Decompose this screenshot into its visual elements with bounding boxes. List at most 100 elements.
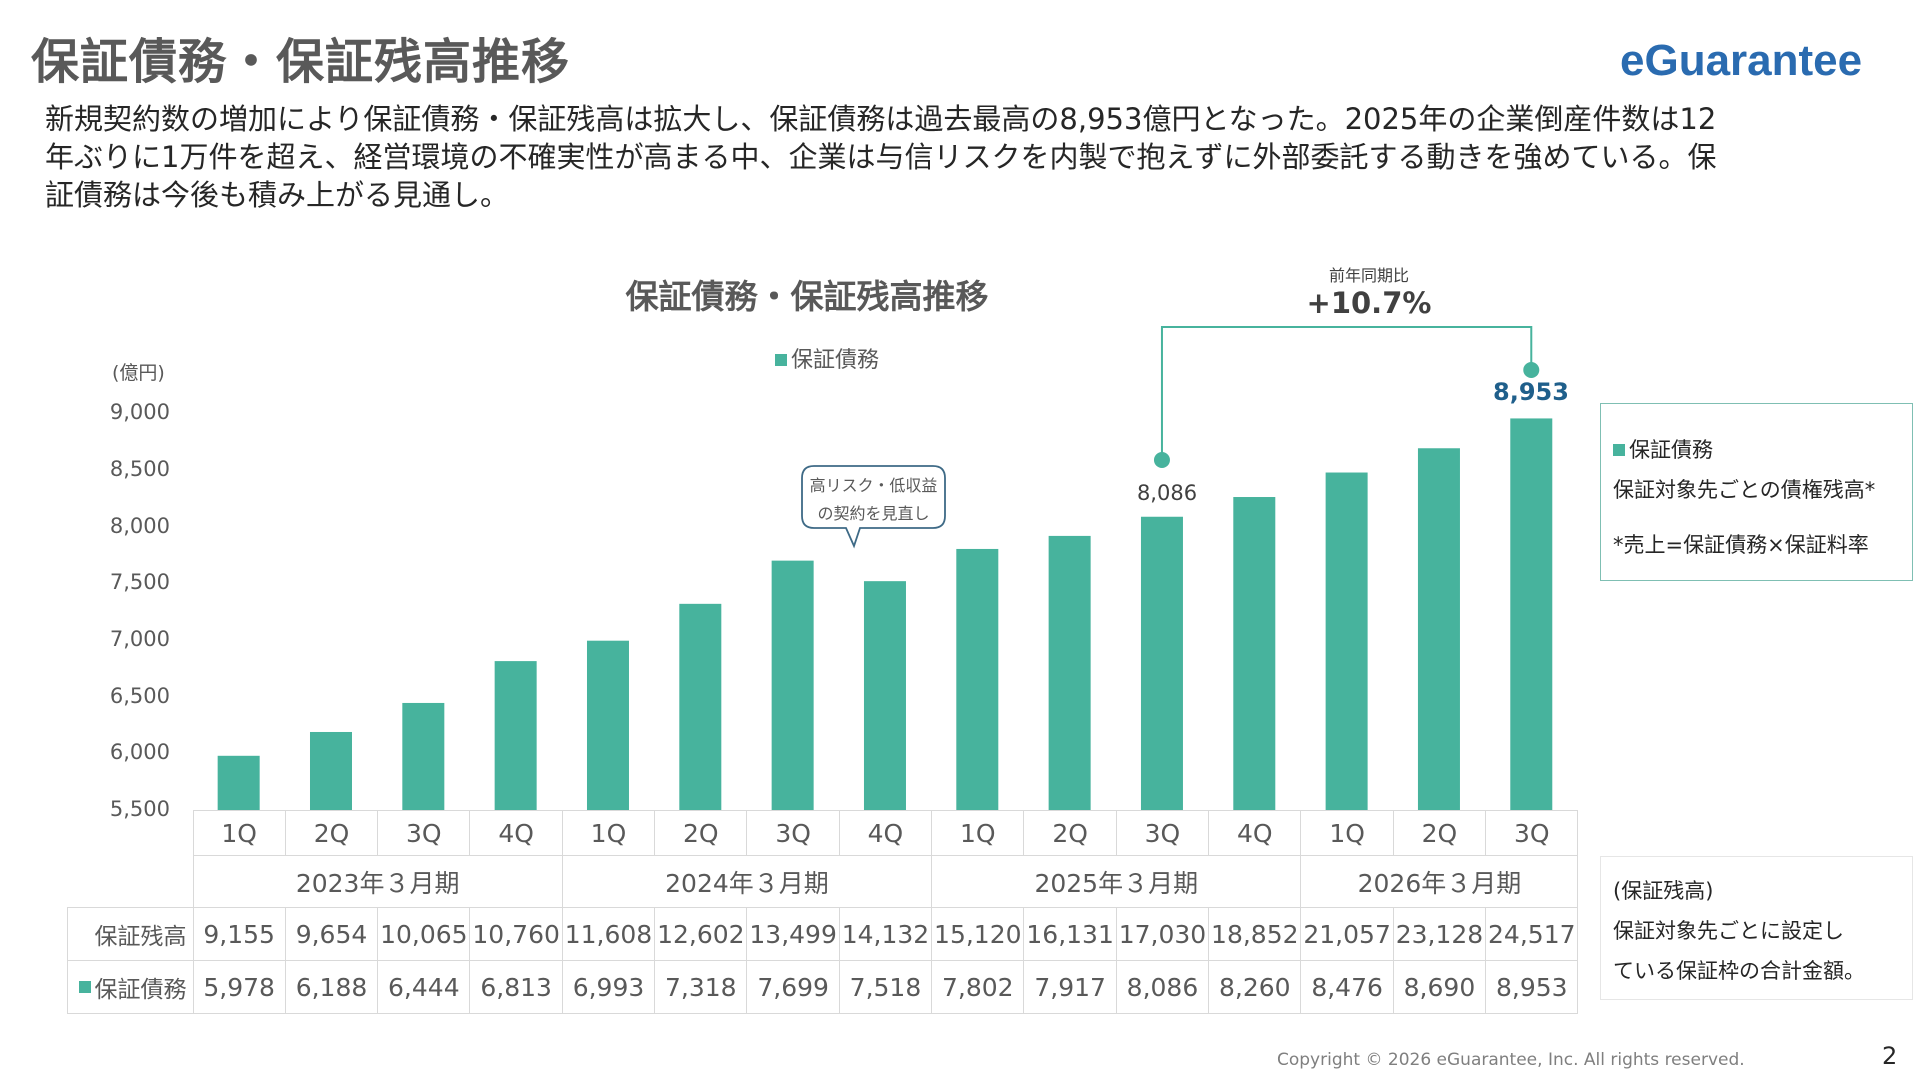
- legend-label: 保証債務: [791, 348, 880, 373]
- note-title: (保証残高): [1613, 879, 1714, 903]
- bar: [1417, 448, 1460, 810]
- bar: [1233, 497, 1276, 810]
- copyright: Copyright © 2026 eGuarantee, Inc. All ri…: [1277, 1050, 1745, 1070]
- x-tick-label: 4Q: [1208, 810, 1302, 856]
- table-cell: 14,132: [838, 907, 933, 961]
- yoy-label: 前年同期比: [1328, 266, 1409, 285]
- row-label: 保証債務: [94, 977, 187, 1003]
- bar: [309, 731, 352, 810]
- x-tick-label: 1Q: [1300, 810, 1394, 856]
- table-cell: 24,517: [1485, 907, 1579, 961]
- bar: [679, 603, 722, 810]
- row-label: 保証残高: [94, 924, 187, 950]
- x-tick-label: 3Q: [377, 810, 471, 856]
- table-cell: 8,953: [1485, 960, 1579, 1014]
- x-tick-label: 4Q: [469, 810, 563, 856]
- x-tick-label: 2Q: [654, 810, 748, 856]
- table-cell: 7,699: [746, 960, 840, 1014]
- x-tick-label: 3Q: [1485, 810, 1579, 856]
- legend-swatch: [1613, 444, 1625, 456]
- y-tick-label: 6,500: [109, 683, 170, 708]
- y-axis-unit: (億円): [112, 362, 165, 384]
- y-tick-label: 7,500: [109, 570, 170, 595]
- x-group-label: 2024年３月期: [561, 855, 933, 908]
- table-cell: 5,978: [192, 960, 286, 1014]
- y-tick-label: 6,000: [109, 740, 170, 765]
- latest-marker-dot: [1523, 362, 1540, 378]
- yoy-value: +10.7%: [1306, 286, 1432, 320]
- yoy-bracket-line: [1160, 326, 1533, 460]
- table-cell: 15,120: [931, 907, 1025, 961]
- table-cell: 16,131: [1023, 907, 1117, 961]
- x-tick-label: 2Q: [1392, 810, 1487, 856]
- y-tick-label: 7,000: [109, 626, 170, 651]
- page-title: 保証債務・保証残高推移: [31, 34, 571, 90]
- y-tick-label: 5,500: [109, 797, 170, 821]
- legend-swatch: [78, 981, 91, 993]
- y-tick-label: 8,500: [109, 456, 170, 481]
- table-cell: 10,065: [377, 907, 471, 961]
- prev-marker-dot: [1153, 452, 1170, 468]
- table-cell: 23,128: [1392, 907, 1487, 961]
- bar: [956, 548, 999, 810]
- table-cell: 7,917: [1023, 960, 1117, 1014]
- bar: [1510, 418, 1553, 810]
- description: 新規契約数の増加により保証債務・保証残高は拡大し、保証債務は過去最高の8,953…: [45, 100, 1895, 214]
- table-cell: 8,476: [1300, 960, 1394, 1014]
- table-cell: 10,760: [469, 907, 563, 961]
- page-number: 2: [1882, 1042, 1898, 1070]
- table-cell: 17,030: [1115, 907, 1210, 961]
- bar: [217, 755, 260, 810]
- legend-swatch: [775, 354, 787, 366]
- table-cell: 11,608: [561, 907, 656, 961]
- description-line: 年ぶりに1万件を超え、経営環境の不確実性が高まる中、企業は与信リスクを内製で抱え…: [45, 140, 1717, 174]
- x-tick-label: 1Q: [192, 810, 286, 856]
- table-cell: 8,690: [1392, 960, 1487, 1014]
- x-group-label: 2023年３月期: [192, 855, 563, 908]
- table-cell: 7,802: [931, 960, 1025, 1014]
- bar: [863, 581, 906, 810]
- table-cell: 6,188: [284, 960, 379, 1014]
- bar: [1048, 535, 1091, 810]
- bar: [586, 640, 629, 810]
- x-tick-label: 3Q: [746, 810, 840, 856]
- note-box-debt: 保証債務 保証対象先ごとの債権残高* *売上=保証債務×保証料率: [1600, 403, 1913, 581]
- bar: [402, 702, 445, 810]
- note-line: 保証対象先ごとに設定し: [1613, 919, 1844, 943]
- chart-legend: 保証債務: [775, 342, 879, 374]
- table-cell: 12,602: [654, 907, 748, 961]
- x-tick-label: 2Q: [284, 810, 379, 856]
- bar: [1140, 516, 1183, 810]
- table-cell: 21,057: [1300, 907, 1394, 961]
- table-cell: 7,318: [654, 960, 748, 1014]
- prev-value-label: 8,086: [1136, 481, 1198, 505]
- y-tick-label: 9,000: [109, 400, 170, 425]
- bubble-text-line: の契約を見直し: [817, 504, 930, 523]
- chart-title: 保証債務・保証残高推移: [625, 277, 989, 316]
- bar: [1325, 472, 1368, 810]
- y-tick-label: 8,000: [109, 513, 170, 538]
- table-cell: 9,654: [284, 907, 379, 961]
- x-tick-label: 3Q: [1115, 810, 1210, 856]
- company-logo: eGuarantee: [1620, 36, 1863, 85]
- callout-bubble: [801, 465, 946, 549]
- x-tick-label: 1Q: [561, 810, 656, 856]
- note-line: 保証対象先ごとの債権残高*: [1613, 478, 1876, 502]
- note-legend-label: 保証債務: [1629, 438, 1713, 462]
- bubble-text-line: 高リスク・低収益: [809, 476, 938, 495]
- note-legend: 保証債務: [1613, 434, 1713, 464]
- table-row-header: 保証債務: [67, 960, 194, 1014]
- table-cell: 8,260: [1208, 960, 1302, 1014]
- x-group-label: 2026年３月期: [1300, 855, 1579, 908]
- bar: [494, 661, 537, 810]
- table-cell: 6,444: [377, 960, 471, 1014]
- description-line: 証債務は今後も積み上がる見通し。: [45, 178, 510, 212]
- latest-value-label: 8,953: [1493, 378, 1569, 406]
- bar: [771, 560, 814, 810]
- table-cell: 18,852: [1208, 907, 1302, 961]
- x-tick-label: 2Q: [1023, 810, 1117, 856]
- table-cell: 6,993: [561, 960, 656, 1014]
- table-cell: 8,086: [1115, 960, 1210, 1014]
- x-group-label: 2025年３月期: [931, 855, 1302, 908]
